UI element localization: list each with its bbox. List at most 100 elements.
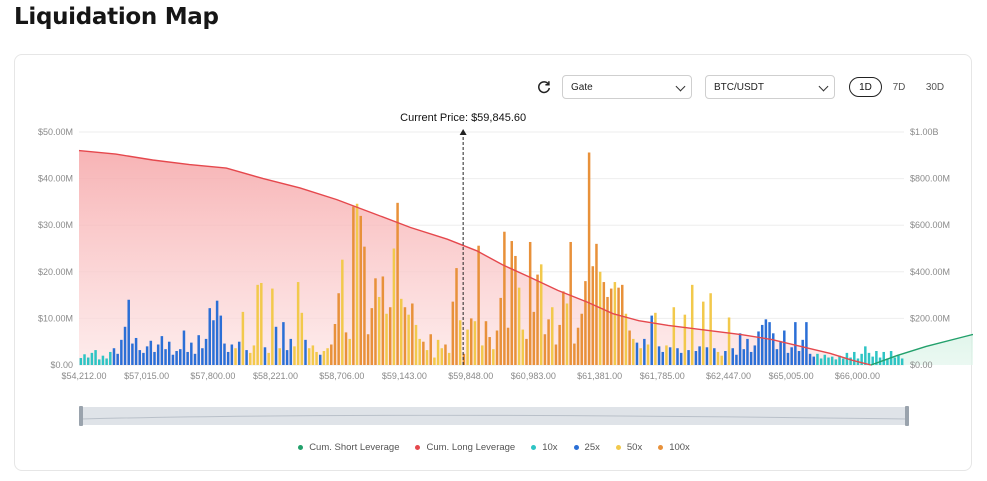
- bar-50x[interactable]: [447, 352, 451, 365]
- bar-25x[interactable]: [746, 338, 749, 365]
- bar-25x[interactable]: [742, 349, 746, 365]
- bar-100x[interactable]: [396, 202, 399, 365]
- bar-25x[interactable]: [650, 315, 653, 365]
- bar-50x[interactable]: [481, 345, 484, 365]
- bar-25x[interactable]: [164, 349, 167, 365]
- bar-100x[interactable]: [543, 334, 547, 365]
- bar-25x[interactable]: [149, 340, 153, 365]
- legend-item-long[interactable]: Cum. Long Leverage: [415, 442, 515, 453]
- bar-25x[interactable]: [318, 354, 322, 365]
- bar-100x[interactable]: [484, 321, 488, 365]
- bar-10x[interactable]: [109, 351, 112, 365]
- bar-100x[interactable]: [609, 288, 613, 365]
- bar-10x[interactable]: [90, 352, 94, 365]
- bar-25x[interactable]: [735, 354, 738, 365]
- bar-50x[interactable]: [539, 264, 543, 365]
- bar-50x[interactable]: [278, 348, 281, 365]
- bar-100x[interactable]: [488, 337, 491, 365]
- bar-50x[interactable]: [249, 352, 252, 365]
- bar-50x[interactable]: [665, 345, 668, 365]
- bar-10x[interactable]: [864, 346, 867, 365]
- bar-100x[interactable]: [558, 324, 561, 365]
- bar-10x[interactable]: [819, 358, 823, 365]
- bar-100x[interactable]: [617, 287, 620, 365]
- bar-25x[interactable]: [724, 351, 727, 365]
- bar-25x[interactable]: [197, 335, 200, 365]
- bar-100x[interactable]: [462, 353, 466, 365]
- bar-100x[interactable]: [510, 241, 514, 365]
- bar-25x[interactable]: [794, 322, 797, 365]
- bar-10x[interactable]: [893, 357, 897, 365]
- bar-25x[interactable]: [160, 336, 164, 365]
- bar-25x[interactable]: [120, 339, 123, 365]
- bar-50x[interactable]: [322, 351, 326, 365]
- bar-25x[interactable]: [731, 348, 734, 365]
- legend-item-50x[interactable]: 50x: [615, 442, 642, 453]
- bar-100x[interactable]: [536, 274, 539, 365]
- legend-item-short[interactable]: Cum. Short Leverage: [298, 442, 399, 453]
- bar-100x[interactable]: [352, 206, 355, 365]
- legend-item-100x[interactable]: 100x: [658, 442, 690, 453]
- bar-100x[interactable]: [532, 311, 536, 365]
- bar-25x[interactable]: [768, 322, 771, 365]
- bar-25x[interactable]: [201, 348, 204, 365]
- bar-25x[interactable]: [757, 331, 760, 365]
- bar-50x[interactable]: [727, 317, 731, 365]
- bar-50x[interactable]: [418, 338, 421, 365]
- bar-100x[interactable]: [499, 297, 502, 365]
- bar-25x[interactable]: [212, 320, 215, 365]
- bar-100x[interactable]: [580, 313, 583, 365]
- bar-100x[interactable]: [602, 282, 606, 365]
- bar-50x[interactable]: [315, 351, 318, 365]
- bar-10x[interactable]: [98, 359, 101, 365]
- bar-10x[interactable]: [853, 351, 856, 365]
- bar-25x[interactable]: [805, 322, 808, 365]
- bar-10x[interactable]: [860, 353, 863, 365]
- bar-100x[interactable]: [363, 246, 366, 365]
- bar-25x[interactable]: [812, 356, 816, 365]
- bar-25x[interactable]: [153, 351, 156, 365]
- bar-10x[interactable]: [875, 351, 878, 365]
- bar-100x[interactable]: [584, 281, 587, 365]
- bar-25x[interactable]: [749, 351, 753, 365]
- bar-50x[interactable]: [672, 307, 676, 365]
- bar-25x[interactable]: [783, 330, 786, 365]
- bar-10x[interactable]: [823, 354, 827, 365]
- bar-50x[interactable]: [639, 348, 642, 365]
- bar-25x[interactable]: [304, 339, 307, 365]
- bar-50x[interactable]: [425, 350, 429, 365]
- bar-100x[interactable]: [547, 319, 550, 365]
- bar-10x[interactable]: [867, 352, 871, 365]
- bar-10x[interactable]: [79, 358, 83, 365]
- bar-25x[interactable]: [131, 343, 134, 365]
- legend-item-10x[interactable]: 10x: [531, 442, 558, 453]
- bar-10x[interactable]: [86, 357, 90, 365]
- bar-100x[interactable]: [337, 293, 340, 365]
- bar-100x[interactable]: [388, 307, 392, 365]
- bar-100x[interactable]: [359, 215, 363, 365]
- bar-100x[interactable]: [573, 343, 576, 365]
- bar-50x[interactable]: [654, 312, 657, 365]
- bar-100x[interactable]: [569, 241, 572, 365]
- bar-50x[interactable]: [683, 314, 687, 365]
- bar-100x[interactable]: [621, 284, 624, 365]
- tab-30d[interactable]: 30D: [925, 81, 945, 93]
- bar-50x[interactable]: [241, 311, 245, 365]
- bar-50x[interactable]: [377, 296, 381, 365]
- bar-25x[interactable]: [779, 341, 782, 365]
- bar-25x[interactable]: [134, 337, 138, 365]
- bar-25x[interactable]: [138, 350, 142, 365]
- bar-10x[interactable]: [834, 359, 838, 365]
- bar-10x[interactable]: [838, 355, 841, 365]
- bar-50x[interactable]: [565, 303, 569, 365]
- bar-50x[interactable]: [598, 271, 602, 365]
- bar-50x[interactable]: [267, 352, 270, 365]
- bar-50x[interactable]: [293, 346, 296, 365]
- bar-50x[interactable]: [436, 339, 440, 365]
- bar-25x[interactable]: [668, 347, 672, 365]
- bar-100x[interactable]: [562, 291, 565, 365]
- range-handle-left[interactable]: [79, 406, 83, 426]
- bar-50x[interactable]: [517, 287, 521, 365]
- bar-25x[interactable]: [156, 344, 160, 366]
- bar-25x[interactable]: [208, 308, 212, 365]
